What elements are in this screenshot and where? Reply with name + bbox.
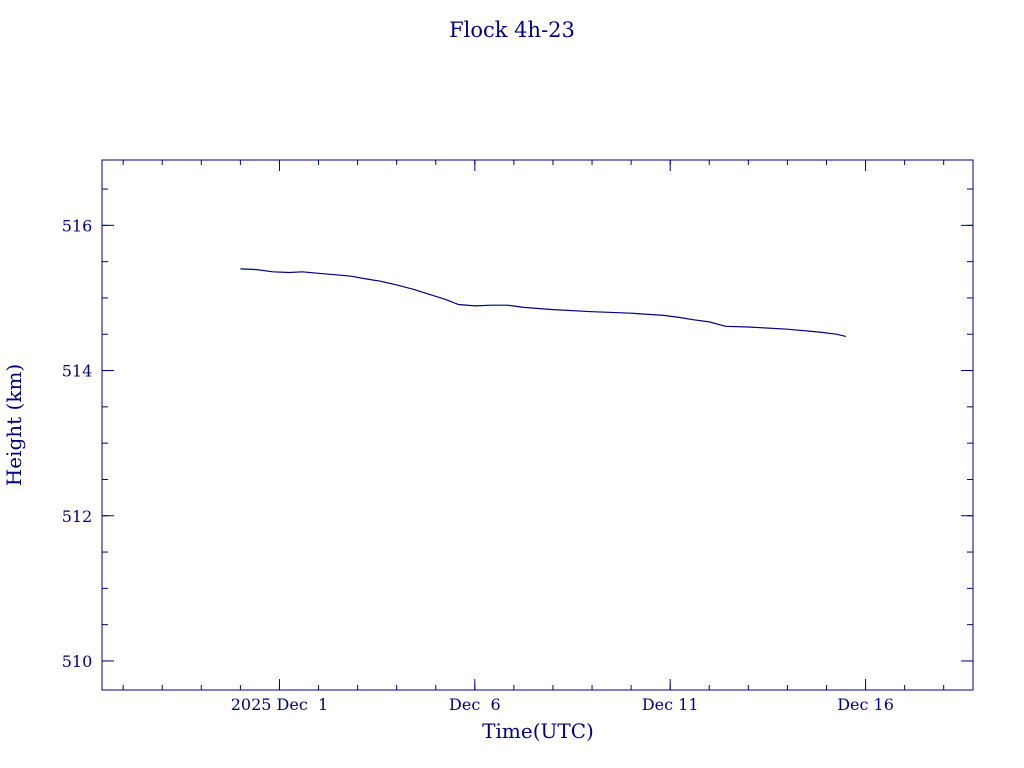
plot-frame (101, 159, 974, 691)
chart-title: Flock 4h-23 (449, 18, 575, 42)
x-axis-title: Time(UTC) (482, 719, 594, 743)
y-tick-label: 512 (62, 507, 93, 526)
axis-ticks (102, 160, 973, 690)
y-axis-title: Height (km) (2, 364, 26, 486)
y-tick-label: 510 (62, 652, 93, 671)
y-tick-label: 514 (62, 362, 93, 381)
y-tick-label: 516 (62, 216, 93, 235)
x-tick-labels: 2025 Dec 1 Dec 6 Dec 11 Dec 16 (231, 695, 894, 714)
x-tick-label: Dec 11 (642, 695, 699, 714)
y-tick-labels: 510 512 514 516 (62, 216, 93, 671)
x-tick-label: Dec 6 (449, 695, 501, 714)
height-series-line (240, 268, 847, 337)
series-group (240, 268, 847, 337)
x-tick-label: Dec 16 (837, 695, 894, 714)
x-tick-label: 2025 Dec 1 (231, 695, 328, 714)
